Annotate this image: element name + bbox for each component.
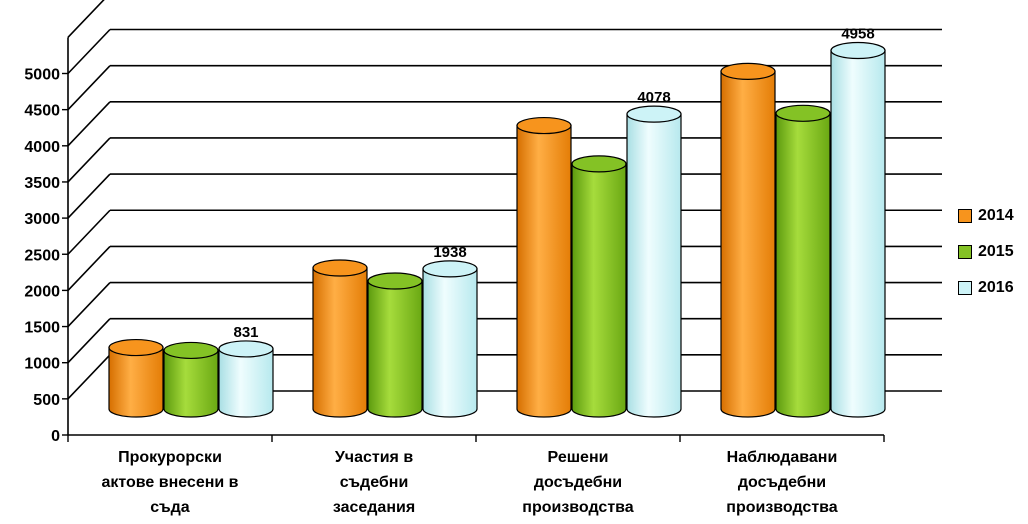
bar-top: [367, 272, 423, 290]
bar-top: [516, 116, 572, 135]
gridline-diagonal: [67, 65, 111, 111]
gridline-diagonal: [67, 28, 111, 75]
y-tick-label: 500: [33, 392, 60, 409]
category-label: производства: [726, 499, 837, 516]
category-label: Решени: [548, 449, 609, 466]
data-label: 831: [233, 324, 258, 341]
category-label: Участия в: [335, 449, 413, 466]
y-tick-label: 3500: [24, 175, 60, 192]
bar: [422, 260, 478, 418]
category-label: Прокурорски: [118, 449, 222, 466]
bar-top: [571, 155, 627, 173]
bar-body: [163, 349, 219, 418]
bar-top: [830, 41, 886, 60]
legend-swatch-2015: [958, 245, 972, 259]
category-label: досъдебни: [534, 474, 622, 491]
legend-item-2015: 2015: [958, 234, 1014, 270]
bar-body: [422, 268, 478, 418]
gridline-diagonal: [67, 354, 111, 400]
legend-label: 2016: [978, 279, 1014, 296]
bar: [720, 62, 776, 418]
legend: 2014 2015 2016: [958, 198, 1014, 306]
y-tick-label: 0: [51, 428, 60, 445]
bar-body: [775, 112, 831, 418]
category-label: актове внесени в: [101, 474, 238, 491]
gridline-diagonal: [67, 137, 111, 183]
bar: [312, 259, 368, 418]
bar-top: [720, 62, 776, 80]
bar: [163, 341, 219, 418]
bar-body: [626, 113, 682, 418]
bar: [775, 104, 831, 418]
gridline-diagonal: [67, 173, 111, 219]
gridline-diagonal: [67, 281, 111, 328]
bar-top: [626, 105, 682, 123]
data-label: 4078: [637, 89, 670, 106]
bar-body: [516, 124, 572, 418]
bar-top: [163, 341, 219, 360]
bar-body: [720, 70, 776, 418]
bar-top: [422, 260, 478, 278]
bars: [108, 41, 886, 418]
bar-body: [571, 163, 627, 418]
bar-top: [312, 259, 368, 277]
legend-item-2014: 2014: [958, 198, 1014, 234]
y-tick-label: 1500: [24, 320, 60, 337]
y-tick-label: 5000: [24, 67, 60, 84]
bar-body: [367, 280, 423, 418]
bar-top: [775, 104, 831, 122]
gridline-diagonal: [67, 101, 111, 147]
y-tick-label: 4000: [24, 139, 60, 156]
y-tick-label: 1000: [24, 356, 60, 373]
bar-body: [108, 346, 164, 418]
bar: [367, 272, 423, 418]
bar: [108, 338, 164, 418]
y-tick-label: 4500: [24, 103, 60, 120]
bar: [218, 340, 274, 418]
data-label: 1938: [433, 244, 466, 261]
category-label: производства: [522, 499, 633, 516]
labels: 0 500 1000 1500 2000 2500 3000 3500 4000 4500 5000…: [24, 26, 874, 516]
data-label: 4958: [841, 26, 874, 43]
category-label: заседания: [333, 499, 415, 516]
category-label: досъдебни: [738, 474, 826, 491]
bar: [830, 41, 886, 418]
y-tick-label: 2000: [24, 283, 60, 300]
bar-top: [218, 340, 274, 358]
bar-body: [830, 49, 886, 418]
bar: [571, 155, 627, 418]
bar: [626, 105, 682, 418]
bar-body: [312, 267, 368, 418]
y-tick-label: 3000: [24, 211, 60, 228]
gridline-diagonal: [67, 318, 111, 364]
gridline-diagonal: [67, 245, 111, 291]
legend-swatch-2014: [958, 209, 972, 223]
legend-label: 2014: [978, 207, 1014, 224]
axes: [62, 37, 885, 442]
category-label: Наблюдавани: [727, 449, 838, 466]
bar-body: [218, 348, 274, 418]
gridline-diagonal: [67, 0, 105, 38]
bar-top: [108, 338, 164, 357]
legend-item-2016: 2016: [958, 270, 1014, 306]
category-label: съдебни: [340, 474, 409, 491]
category-label: съда: [150, 499, 190, 516]
gridline-diagonal: [67, 209, 111, 255]
bar: [516, 116, 572, 418]
legend-swatch-2016: [958, 281, 972, 295]
legend-label: 2015: [978, 243, 1014, 260]
y-tick-label: 2500: [24, 247, 60, 264]
